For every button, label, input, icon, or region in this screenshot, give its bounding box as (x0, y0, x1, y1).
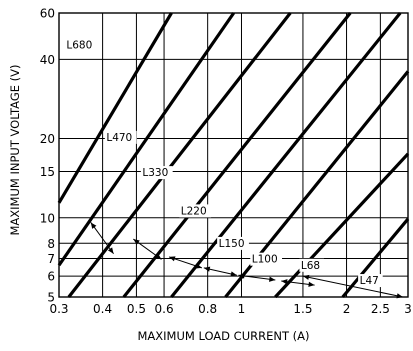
region-label-background (140, 166, 173, 180)
y-tick-label: 40 (40, 53, 55, 67)
region-arrow (302, 275, 403, 298)
region-label: L680 (66, 39, 92, 51)
region-label-background (250, 252, 283, 266)
arrow-head (195, 263, 202, 269)
boundary-line (57, 12, 173, 204)
y-tick-label: 5 (47, 291, 55, 305)
boundary-line (274, 152, 410, 299)
region-label: L150 (219, 238, 245, 250)
x-tick-label: 0.6 (155, 302, 174, 316)
y-tick-label: 10 (40, 211, 55, 225)
region-arrow (90, 222, 114, 255)
x-tick-label: 1.5 (293, 302, 312, 316)
arrow-head (302, 274, 310, 280)
arrow-head (281, 279, 288, 285)
boundary-line (170, 11, 402, 299)
plot-frame (58, 12, 409, 298)
x-tick-labels: 0.3 0.4 0.5 0.6 0.8 1 1.5 2 2.5 3 (49, 302, 411, 316)
arrow-head (155, 253, 162, 260)
region-arrow (238, 274, 276, 281)
arrow-head (308, 281, 315, 287)
x-tick-label: 0.5 (127, 302, 146, 316)
boundary-line (57, 12, 236, 267)
arrow-head (169, 256, 176, 262)
arrow-head (133, 239, 140, 245)
x-tick-label: 2.5 (371, 302, 390, 316)
grid-lines (58, 12, 409, 298)
region-label: L100 (252, 254, 278, 266)
region-label: L330 (142, 167, 168, 179)
boundary-line (122, 12, 352, 298)
region-label: L47 (360, 275, 379, 287)
region-label: L220 (181, 205, 207, 217)
boundary-line (67, 12, 292, 298)
y-tick-labels: 5 6 78 10 15 20 40 60 (40, 7, 55, 305)
x-tick-label: 0.4 (93, 302, 112, 316)
arrow-head (90, 222, 97, 229)
region-label-background (104, 130, 137, 144)
inductor-boundaries (57, 11, 410, 299)
y-tick-label: 60 (40, 7, 55, 21)
x-axis-title: MAXIMUM LOAD CURRENT (A) (137, 329, 309, 343)
region-labels: L680 L470 L330 L220 L150 L100 L68 L47 (64, 38, 383, 288)
y-tick-label: 15 (40, 165, 55, 179)
y-tick-label: 8 (47, 237, 55, 251)
y-axis-title: MAXIMUM INPUT VOLTAGE (V) (8, 64, 22, 235)
arrow-head (107, 247, 114, 254)
region-label-background (358, 274, 383, 288)
arrow-head (230, 271, 237, 277)
x-tick-label: 0.8 (198, 302, 217, 316)
boundary-line (341, 217, 410, 299)
region-label: L470 (106, 132, 132, 144)
x-tick-label: 0.3 (49, 302, 68, 316)
region-arrows (90, 222, 403, 299)
y-tick-label: 7 (47, 252, 55, 266)
arrow-head (203, 266, 211, 272)
region-label-background (217, 236, 249, 250)
x-tick-label: 3 (404, 302, 412, 316)
region-label: L68 (301, 260, 320, 272)
region-label-background (64, 38, 97, 52)
x-tick-label: 1 (238, 302, 246, 316)
arrow-head (238, 273, 245, 279)
arrow-head (269, 276, 276, 282)
y-tick-label: 6 (47, 270, 55, 284)
x-tick-label: 2 (343, 302, 351, 316)
region-label-background (299, 258, 325, 272)
region-label-background (179, 204, 212, 218)
y-tick-label: 20 (40, 132, 55, 146)
